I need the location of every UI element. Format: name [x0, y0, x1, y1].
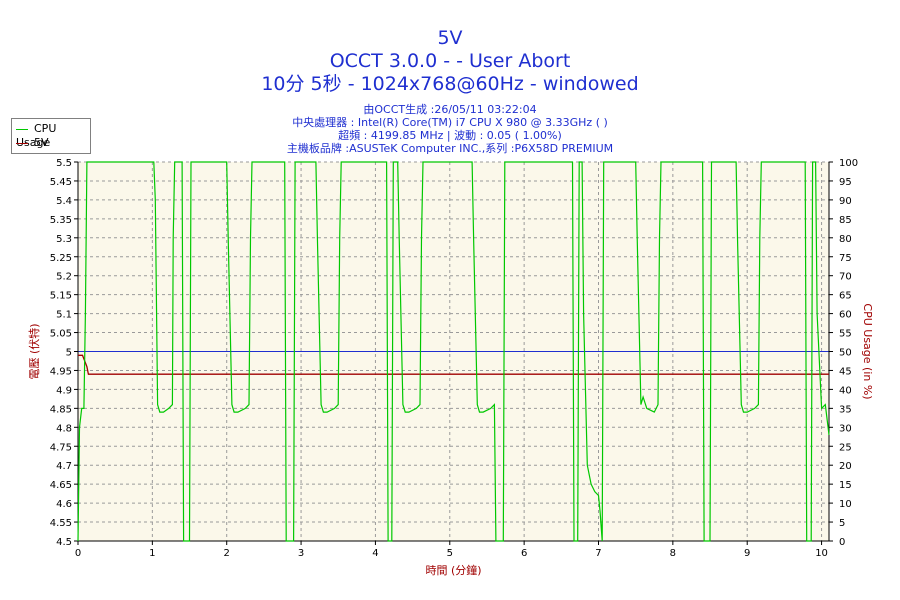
- series-line-cpu-usage: [77, 161, 830, 542]
- chart-legend: CPU Usage 5V: [11, 118, 91, 154]
- y-left-tick-label: 4.8: [56, 423, 72, 434]
- y-left-tick-label: 5.2: [56, 272, 72, 283]
- x-tick-label: 3: [298, 548, 304, 559]
- y-right-tick-label: 50: [839, 348, 852, 359]
- y-right-tick-label: 30: [839, 423, 852, 434]
- legend-label-cpu-usage: CPU Usage: [16, 122, 57, 149]
- y-left-tick-label: 5.15: [50, 291, 72, 302]
- info-cpu: 中央處理器 : Intel(R) Core(TM) i7 CPU X 980 @…: [292, 116, 608, 129]
- y-left-tick-label: 4.6: [56, 499, 72, 510]
- y-left-tick-label: 4.85: [50, 404, 72, 415]
- x-axis-title: 時間 (分鐘): [425, 563, 481, 577]
- x-tick-label: 8: [670, 548, 676, 559]
- y-right-tick-label: 0: [839, 537, 845, 548]
- info-overclock: 超頻 : 4199.85 MHz | 波動 : 0.05 ( 1.00%): [338, 129, 562, 142]
- x-tick-label: 10: [815, 548, 828, 559]
- y-right-tick-label: 70: [839, 272, 852, 283]
- info-motherboard: 主機板品牌 :ASUSTeK Computer INC.,系列 :P6X58D …: [286, 142, 614, 155]
- y-left-tick-label: 4.5: [56, 537, 72, 548]
- x-tick-label: 0: [75, 548, 81, 559]
- y-right-tick-label: 10: [839, 499, 852, 510]
- chart-subtitle-test-info: OCCT 3.0.0 - - User Abort: [329, 50, 571, 72]
- y-right-tick-label: 60: [839, 310, 852, 321]
- x-tick-label: 2: [224, 548, 230, 559]
- y-left-tick-label: 4.75: [50, 442, 72, 453]
- y-right-tick-label: 5: [839, 518, 845, 529]
- info-generated: 由OCCT生成 :26/05/11 03:22:04: [363, 103, 537, 116]
- y-right-axis-title: CPU Usage (in %): [861, 303, 874, 399]
- x-tick-label: 6: [521, 548, 527, 559]
- y-left-tick-label: 4.7: [56, 461, 72, 472]
- y-left-tick-label: 5.35: [50, 215, 72, 226]
- chart-title: 5V: [437, 27, 463, 49]
- y-right-tick-label: 35: [839, 404, 852, 415]
- y-right-tick-label: 75: [839, 253, 852, 264]
- y-right-tick-label: 100: [839, 158, 858, 169]
- y-left-tick-label: 5.4: [56, 196, 72, 207]
- y-right-tick-label: 45: [839, 366, 852, 377]
- legend-swatch-cpu-usage: [16, 128, 28, 130]
- y-left-tick-label: 5.25: [50, 253, 72, 264]
- x-tick-label: 9: [744, 548, 750, 559]
- y-left-tick-label: 5.1: [56, 310, 72, 321]
- y-right-tick-label: 65: [839, 291, 852, 302]
- y-left-tick-label: 5.05: [50, 329, 72, 340]
- y-right-tick-label: 15: [839, 480, 852, 491]
- y-right-tick-label: 25: [839, 442, 852, 453]
- y-left-tick-label: 4.55: [50, 518, 72, 529]
- y-left-tick-label: 5.5: [56, 158, 72, 169]
- x-tick-label: 7: [595, 548, 601, 559]
- x-tick-label: 1: [149, 548, 155, 559]
- y-right-tick-label: 55: [839, 329, 852, 340]
- legend-swatch-5v: [16, 142, 28, 144]
- y-right-tick-label: 95: [839, 177, 852, 188]
- x-tick-label: 4: [372, 548, 378, 559]
- y-right-tick-label: 40: [839, 385, 852, 396]
- y-left-tick-label: 5: [66, 348, 72, 359]
- legend-label-5v: 5V: [34, 136, 49, 149]
- y-left-tick-label: 4.65: [50, 480, 72, 491]
- y-right-tick-label: 20: [839, 461, 852, 472]
- y-left-tick-label: 4.95: [50, 366, 72, 377]
- x-tick-label: 5: [447, 548, 453, 559]
- legend-item-5v: 5V: [16, 136, 49, 150]
- series-line-5v: [78, 354, 829, 375]
- y-right-tick-label: 90: [839, 196, 852, 207]
- legend-item-cpu-usage: CPU Usage: [16, 122, 90, 149]
- y-left-tick-label: 5.3: [56, 234, 72, 245]
- y-right-tick-label: 80: [839, 234, 852, 245]
- y-right-tick-label: 85: [839, 215, 852, 226]
- y-left-tick-label: 4.9: [56, 385, 72, 396]
- chart-subtitle-duration: 10分 5秒 - 1024x768@60Hz - windowed: [261, 73, 639, 95]
- y-left-axis-title: 電壓 (伏特): [27, 323, 41, 379]
- y-left-tick-label: 5.45: [50, 177, 72, 188]
